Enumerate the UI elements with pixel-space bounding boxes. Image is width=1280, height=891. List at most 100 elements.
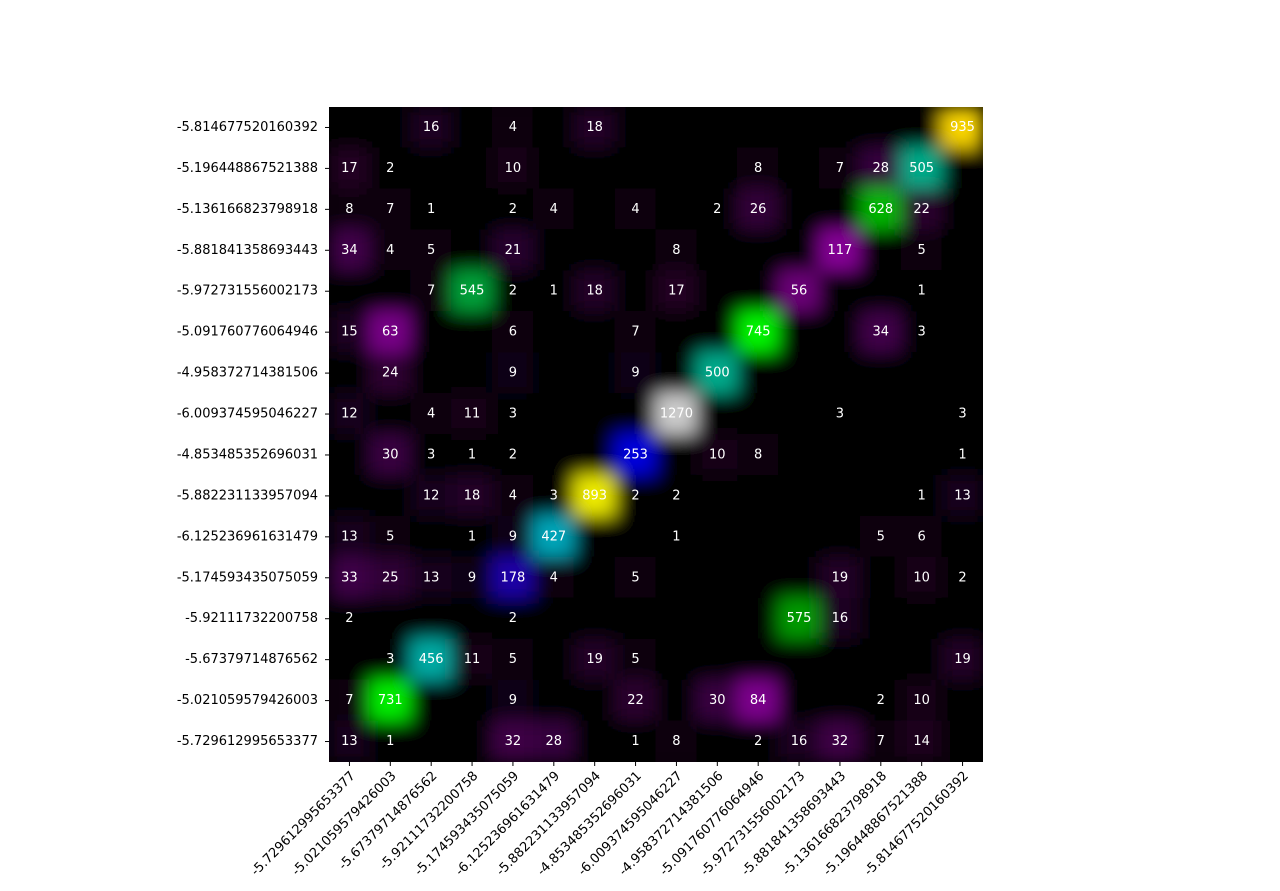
cell — [778, 107, 820, 149]
cell — [655, 556, 698, 599]
cell-label: 1 — [918, 284, 926, 299]
cell — [737, 107, 780, 149]
cell — [369, 434, 412, 476]
cell-label: 11 — [464, 407, 481, 422]
cell-label: 9 — [509, 366, 517, 381]
cell — [532, 393, 575, 435]
cell-label: 13 — [423, 570, 440, 585]
cell — [614, 107, 657, 149]
cell-label: 7 — [836, 161, 844, 176]
cell — [900, 556, 943, 599]
cell — [778, 434, 820, 476]
cell — [451, 556, 493, 599]
y-tick-label: -5.814677520160392 — [177, 120, 318, 135]
cell — [573, 352, 616, 395]
cell-label: 18 — [586, 284, 603, 299]
cell — [737, 311, 780, 354]
cell-label: 9 — [509, 529, 517, 544]
cell — [737, 515, 780, 558]
cell — [655, 679, 698, 722]
cell — [492, 229, 534, 272]
cell — [492, 393, 534, 435]
cell — [573, 147, 616, 190]
cell — [900, 352, 943, 395]
cell-label: 1 — [631, 734, 639, 749]
cell — [696, 556, 739, 599]
cell — [696, 188, 739, 231]
cell-label: 2 — [754, 734, 762, 749]
cell — [492, 352, 534, 395]
cell — [369, 679, 412, 722]
cell-label: 5 — [427, 243, 435, 258]
cell — [573, 270, 616, 313]
cell — [737, 720, 780, 762]
cell — [451, 188, 493, 231]
cell-label: 505 — [909, 161, 934, 176]
cell — [655, 393, 698, 435]
cell-label: 13 — [341, 529, 358, 544]
cell — [532, 107, 575, 149]
cell-label: 16 — [832, 611, 849, 626]
cell — [410, 188, 453, 231]
cell — [329, 556, 371, 599]
cell — [532, 311, 575, 354]
cell — [451, 352, 493, 395]
cell-label: 745 — [746, 325, 771, 340]
cell — [778, 720, 820, 762]
cell-label: 2 — [509, 611, 517, 626]
cell — [737, 556, 780, 599]
cell — [369, 393, 412, 435]
cell — [900, 720, 943, 762]
cell — [737, 352, 780, 395]
cell — [492, 474, 534, 517]
cell — [859, 107, 902, 149]
cell-label: 8 — [672, 734, 680, 749]
cell — [655, 188, 698, 231]
cell-label: 5 — [877, 529, 885, 544]
cell — [451, 107, 493, 149]
cell-label: 30 — [709, 693, 726, 708]
cell — [369, 556, 412, 599]
cell — [859, 638, 902, 681]
cell-label: 427 — [541, 529, 566, 544]
cell-label: 19 — [954, 652, 971, 667]
cell — [369, 270, 412, 313]
cell — [859, 720, 902, 762]
cell — [369, 147, 412, 190]
cell-label: 2 — [877, 693, 885, 708]
cell-label: 21 — [505, 243, 522, 258]
cell — [410, 556, 453, 599]
cell — [369, 474, 412, 517]
cell — [532, 352, 575, 395]
cell — [778, 270, 820, 313]
cell-label: 4 — [631, 202, 639, 217]
cell — [900, 597, 943, 640]
cell — [819, 270, 861, 313]
cell — [329, 147, 371, 190]
cell-label: 8 — [672, 243, 680, 258]
cell — [614, 352, 657, 395]
cell — [410, 107, 453, 149]
cell-label: 3 — [918, 325, 926, 340]
cell — [859, 393, 902, 435]
cell — [737, 638, 780, 681]
cell-label: 34 — [341, 243, 358, 258]
cell — [329, 474, 371, 517]
cell-label: 12 — [341, 407, 358, 422]
cell-label: 2 — [509, 202, 517, 217]
cell — [614, 597, 657, 640]
cell — [532, 474, 575, 517]
cell — [696, 720, 739, 762]
cell-label: 178 — [501, 570, 526, 585]
cell-label: 1 — [958, 447, 966, 462]
cell-label: 18 — [586, 120, 603, 135]
cell — [737, 474, 780, 517]
cell-label: 1 — [386, 734, 394, 749]
cell — [329, 107, 371, 149]
cell — [737, 393, 780, 435]
cell — [696, 393, 739, 435]
cell-label: 7 — [631, 325, 639, 340]
cell — [696, 474, 739, 517]
cell — [941, 147, 983, 190]
cell — [859, 434, 902, 476]
